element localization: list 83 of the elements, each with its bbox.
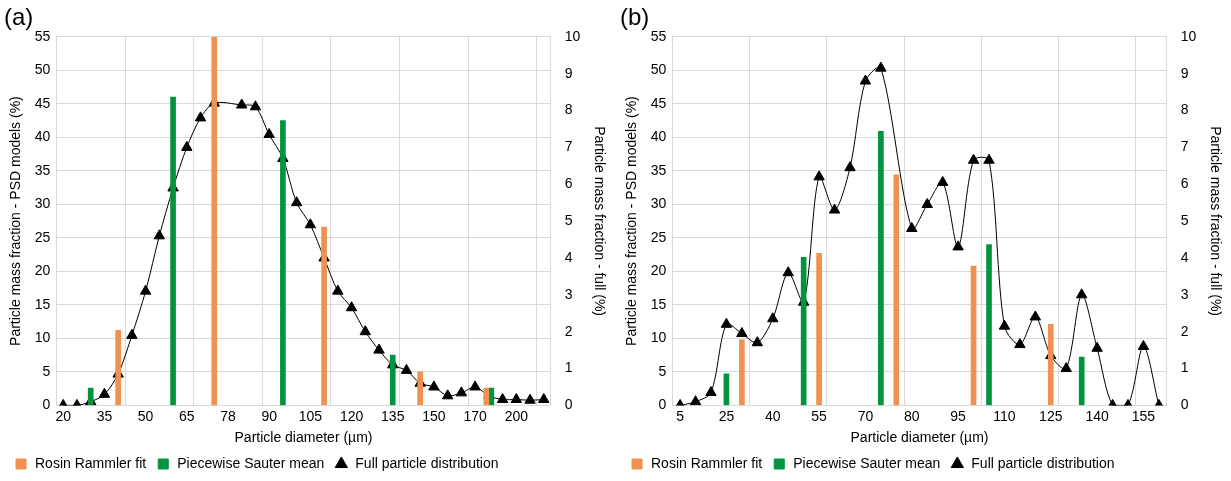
y2-tick-label: 0 (564, 396, 573, 413)
y-tick-label: 20 (34, 262, 51, 279)
y-axis-title: Particle mass fraction - PSD models (%) (7, 96, 24, 346)
y-tick-label: 55 (650, 27, 667, 44)
x-tick-label: 120 (339, 407, 364, 424)
x-tick-label: 95 (950, 407, 967, 424)
y-tick-label: 50 (34, 61, 51, 78)
x-tick-label: 70 (857, 407, 874, 424)
y2-tick-label: 1 (1180, 359, 1189, 376)
chart-title: (a) (4, 3, 34, 31)
y-tick-label: 15 (650, 295, 667, 312)
y-tick-label: 15 (34, 295, 51, 312)
legend-label: Full particle distribution (355, 454, 499, 471)
legend-label: Rosin Rammler fit (35, 454, 147, 471)
legend-label: Piecewise Sauter mean (177, 454, 325, 471)
y2-tick-label: 8 (564, 101, 573, 118)
y2-tick-label: 8 (1180, 101, 1189, 118)
x-axis-title: Particle diameter (µm) (850, 429, 989, 446)
y2-tick-label: 10 (564, 27, 581, 44)
y-tick-label: 35 (34, 161, 51, 178)
y2-tick-label: 9 (1180, 64, 1189, 81)
x-tick-label: 35 (96, 407, 113, 424)
y2-tick-label: 7 (1180, 138, 1189, 155)
y-tick-label: 10 (650, 329, 667, 346)
x-tick-label: 90 (261, 407, 278, 424)
y-tick-label: 20 (650, 262, 667, 279)
x-tick-label: 55 (811, 407, 828, 424)
y2-tick-label: 0 (1180, 396, 1189, 413)
y-tick-label: 5 (42, 362, 51, 379)
y-tick-label: 30 (650, 195, 667, 212)
y-tick-label: 0 (658, 396, 667, 413)
y-tick-label: 55 (34, 27, 51, 44)
x-tick-label: 170 (463, 407, 488, 424)
y2-axis-title: Particle mass fraction - full (%) (1207, 126, 1224, 317)
x-tick-label: 20 (55, 407, 72, 424)
y2-tick-label: 5 (564, 211, 573, 228)
legend-label: Piecewise Sauter mean (793, 454, 941, 471)
x-tick-label: 65 (179, 407, 195, 424)
x-tick-label: 25 (718, 407, 735, 424)
y-tick-label: 40 (650, 128, 667, 145)
x-tick-label: 50 (137, 407, 154, 424)
chart-title: (b) (620, 3, 650, 31)
x-tick-label: 80 (903, 407, 920, 424)
y-tick-label: 40 (34, 128, 51, 145)
x-axis-title: Particle diameter (µm) (234, 429, 373, 446)
y-tick-label: 0 (42, 396, 51, 413)
y2-tick-label: 10 (1180, 27, 1197, 44)
x-tick-label: 155 (1131, 407, 1156, 424)
y2-tick-label: 4 (564, 248, 573, 265)
x-tick-label: 105 (298, 407, 323, 424)
x-tick-label: 5 (676, 407, 685, 424)
y2-tick-label: 9 (564, 64, 573, 81)
x-tick-label: 78 (220, 407, 236, 424)
y2-axis-title: Particle mass fraction - full (%) (591, 126, 608, 317)
y-tick-label: 30 (34, 195, 51, 212)
x-tick-label: 150 (422, 407, 446, 424)
y2-tick-label: 2 (564, 322, 573, 339)
x-tick-label: 200 (504, 407, 529, 424)
x-tick-label: 125 (1039, 407, 1063, 424)
y-tick-label: 45 (650, 94, 667, 111)
y2-tick-label: 5 (1180, 211, 1189, 228)
legend-label: Full particle distribution (971, 454, 1115, 471)
legend-label: Rosin Rammler fit (651, 454, 763, 471)
y-axis-title: Particle mass fraction - PSD models (%) (623, 96, 640, 346)
y-tick-label: 50 (650, 61, 667, 78)
y2-tick-label: 7 (564, 138, 573, 155)
y-tick-label: 25 (650, 228, 667, 245)
x-tick-label: 140 (1085, 407, 1110, 424)
y-tick-label: 10 (34, 329, 51, 346)
y2-tick-label: 4 (1180, 248, 1189, 265)
y-tick-label: 25 (34, 228, 51, 245)
y2-tick-label: 6 (564, 175, 573, 192)
y2-tick-label: 2 (1180, 322, 1189, 339)
x-tick-label: 110 (993, 407, 1016, 424)
y2-tick-label: 1 (564, 359, 573, 376)
y2-tick-label: 3 (1180, 285, 1189, 302)
y-tick-label: 5 (658, 362, 667, 379)
x-tick-label: 40 (764, 407, 781, 424)
x-tick-label: 135 (381, 407, 405, 424)
y2-tick-label: 6 (1180, 175, 1189, 192)
y-tick-label: 35 (650, 161, 667, 178)
y2-tick-label: 3 (564, 285, 573, 302)
y-tick-label: 45 (34, 94, 51, 111)
